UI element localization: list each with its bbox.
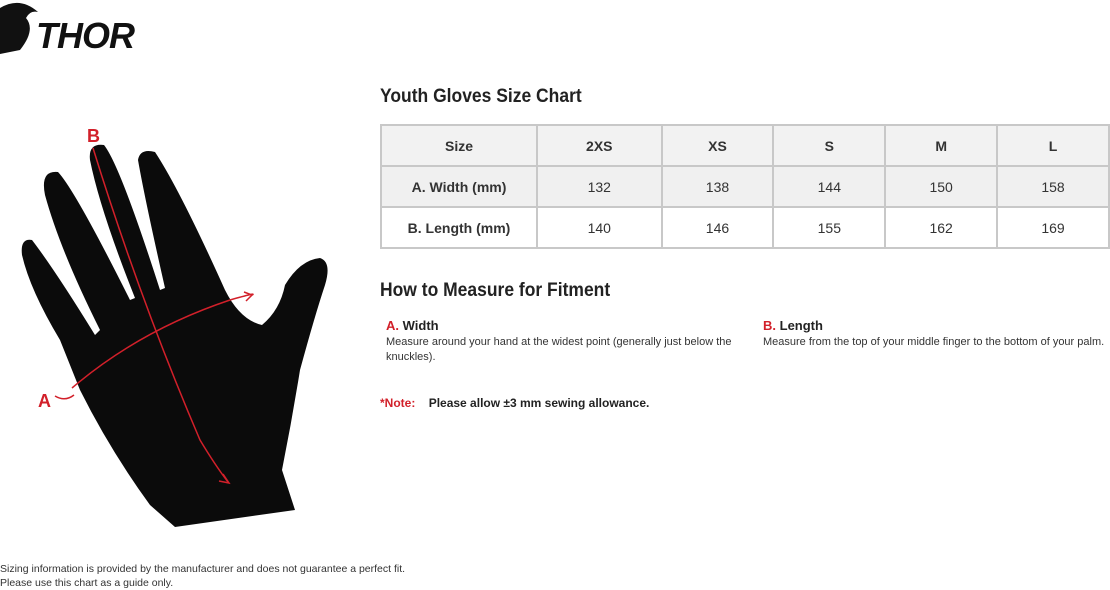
table-cell: 169 (996, 206, 1110, 249)
length-line (92, 147, 229, 483)
label-b: B (87, 126, 100, 146)
table-cell: 140 (536, 206, 663, 249)
table-cell: 158 (996, 165, 1110, 208)
width-text: Measure around your hand at the widest p… (386, 336, 732, 363)
footer-disclaimer: Sizing information is provided by the ma… (0, 562, 405, 590)
table-cell: 144 (772, 165, 887, 208)
header-cell: S (772, 124, 887, 167)
footer-line-1: Sizing information is provided by the ma… (0, 563, 406, 575)
row-label: B. Length (mm) (380, 206, 538, 249)
length-text: Measure from the top of your middle fing… (763, 336, 1105, 348)
note-label: *Note: (380, 396, 416, 410)
width-instructions: A. Width Measure around your hand at the… (386, 318, 746, 365)
size-table: Size 2XS XS S M L A. Width (mm) 132 138 … (380, 124, 1110, 249)
width-prefix: A. (386, 318, 399, 333)
note-text: Please allow ±3 mm sewing allowance. (428, 396, 650, 410)
width-label: Width (402, 318, 439, 333)
header-cell: L (996, 124, 1110, 167)
header-cell: Size (380, 124, 538, 167)
table-cell: 132 (536, 165, 663, 208)
hand-silhouette (21, 144, 328, 527)
length-instructions: B. Length Measure from the top of your m… (763, 318, 1110, 350)
table-cell: 150 (884, 165, 999, 208)
label-a: A (38, 391, 51, 411)
table-cell: 162 (884, 206, 999, 249)
table-cell: 155 (772, 206, 887, 249)
table-row: A. Width (mm) 132 138 144 150 158 (380, 165, 1110, 208)
hand-diagram: A B (21, 126, 328, 527)
header-cell: M (884, 124, 999, 167)
table-cell: 146 (660, 206, 775, 249)
table-cell: 138 (660, 165, 775, 208)
header-cell: XS (660, 124, 775, 167)
note: *Note: Please allow ±3 mm sewing allowan… (380, 396, 649, 410)
footer-line-2: Please use this chart as a guide only. (0, 577, 174, 589)
measure-title: How to Measure for Fitment (380, 280, 611, 301)
table-row: B. Length (mm) 140 146 155 162 169 (380, 206, 1110, 249)
length-prefix: B. (763, 318, 776, 333)
table-header-row: Size 2XS XS S M L (380, 124, 1110, 167)
chart-title: Youth Gloves Size Chart (380, 86, 582, 107)
header-cell: 2XS (536, 124, 663, 167)
svg-text:THOR: THOR (36, 15, 135, 56)
row-label: A. Width (mm) (380, 165, 538, 208)
length-label: Length (779, 318, 823, 333)
thor-logo: THOR (0, 2, 136, 56)
